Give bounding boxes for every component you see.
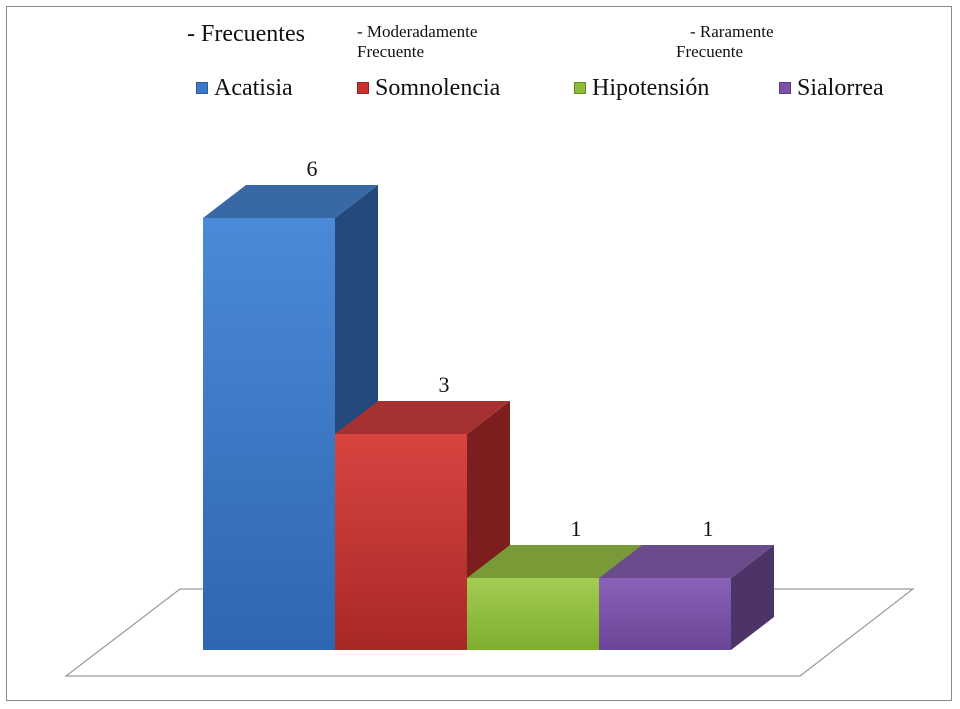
bar-top-hipotension <box>467 545 642 578</box>
bar-front-somnolencia <box>335 434 467 650</box>
legend-label-acatisia: Acatisia <box>214 75 293 101</box>
header-moderadamente-line2: Frecuente <box>357 42 425 61</box>
header-moderadamente: - Moderadamente Frecuente <box>357 22 477 62</box>
bar-top-acatisia <box>203 185 378 218</box>
header-moderadamente-line1: - Moderadamente <box>357 22 478 41</box>
legend-label-somnolencia: Somnolencia <box>375 75 501 101</box>
header-raramente: - Raramente Frecuente <box>676 22 774 62</box>
header-raramente-line1: - Raramente <box>690 22 774 41</box>
data-label-sialorrea: 1 <box>703 516 714 541</box>
legend-swatch-somnolencia <box>357 82 369 94</box>
legend-swatch-sialorrea <box>779 82 791 94</box>
legend-item-hipotension: Hipotensión <box>574 74 709 102</box>
header-frecuentes: - Frecuentes <box>187 21 305 47</box>
legend-label-sialorrea: Sialorrea <box>797 75 884 101</box>
data-label-hipotension: 1 <box>571 516 582 541</box>
legend-item-somnolencia: Somnolencia <box>357 74 500 102</box>
legend-item-sialorrea: Sialorrea <box>779 74 884 102</box>
bars-layer: 6 3 1 1 <box>203 156 774 650</box>
bar-top-somnolencia <box>335 401 510 434</box>
bar-side-sialorrea <box>731 545 774 650</box>
bar-sialorrea <box>599 545 774 650</box>
data-label-somnolencia: 3 <box>439 372 450 397</box>
data-label-acatisia: 6 <box>307 156 318 181</box>
header-raramente-line2: Frecuente <box>676 42 744 61</box>
bar-front-acatisia <box>203 218 335 650</box>
legend-item-acatisia: Acatisia <box>196 74 293 102</box>
legend-label-hipotension: Hipotensión <box>592 75 710 101</box>
legend-swatch-acatisia <box>196 82 208 94</box>
bar-front-sialorrea <box>599 578 731 650</box>
legend-swatch-hipotension <box>574 82 586 94</box>
bar-top-sialorrea <box>599 545 774 578</box>
bar-front-hipotension <box>467 578 599 650</box>
